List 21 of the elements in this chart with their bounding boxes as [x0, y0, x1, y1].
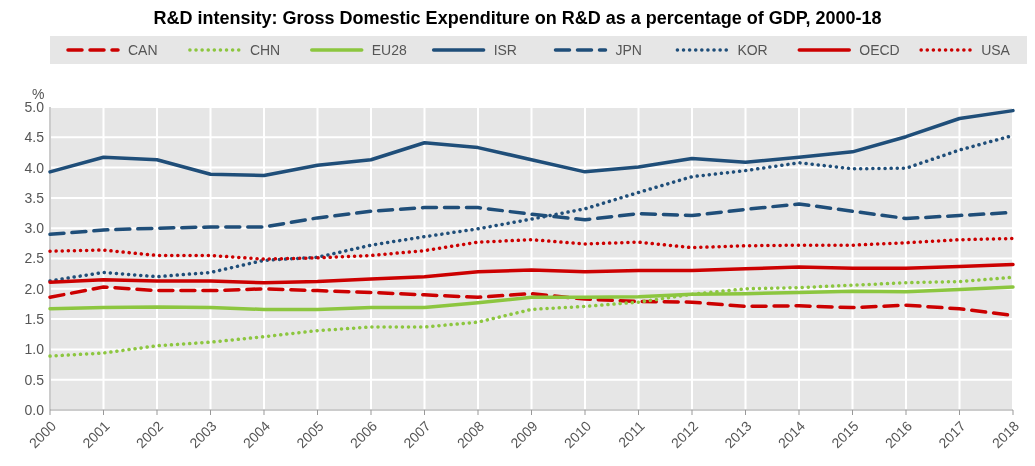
- legend-label: ISR: [493, 42, 517, 58]
- line-series: [48, 236, 1015, 261]
- y-tick-label: 3.0: [24, 220, 45, 237]
- legend-label: EU28: [371, 42, 407, 58]
- y-tick-label: 0.0: [24, 401, 45, 418]
- legend-label: OECD: [859, 42, 900, 58]
- y-tick-label: 1.0: [24, 341, 45, 358]
- legend-label: JPN: [615, 42, 642, 58]
- legend-label: CAN: [128, 42, 158, 58]
- y-tick-label: 4.0: [24, 159, 45, 176]
- line-series: [48, 262, 1015, 285]
- y-tick-label: 4.5: [24, 129, 45, 146]
- y-tick-label: 0.5: [24, 371, 45, 388]
- legend-label: USA: [981, 42, 1011, 58]
- chart-title: R&D intensity: Gross Domestic Expenditure on R&D as a percentage of GDP, 2000-18: [153, 8, 882, 28]
- y-tick-label: 2.0: [24, 280, 45, 297]
- legend-label: CHN: [249, 42, 281, 58]
- y-tick-label: 1.5: [24, 311, 45, 327]
- legend-label: KOR: [737, 42, 768, 58]
- y-tick-label: 3.5: [24, 189, 45, 206]
- y-tick-label: 2.5: [24, 250, 45, 267]
